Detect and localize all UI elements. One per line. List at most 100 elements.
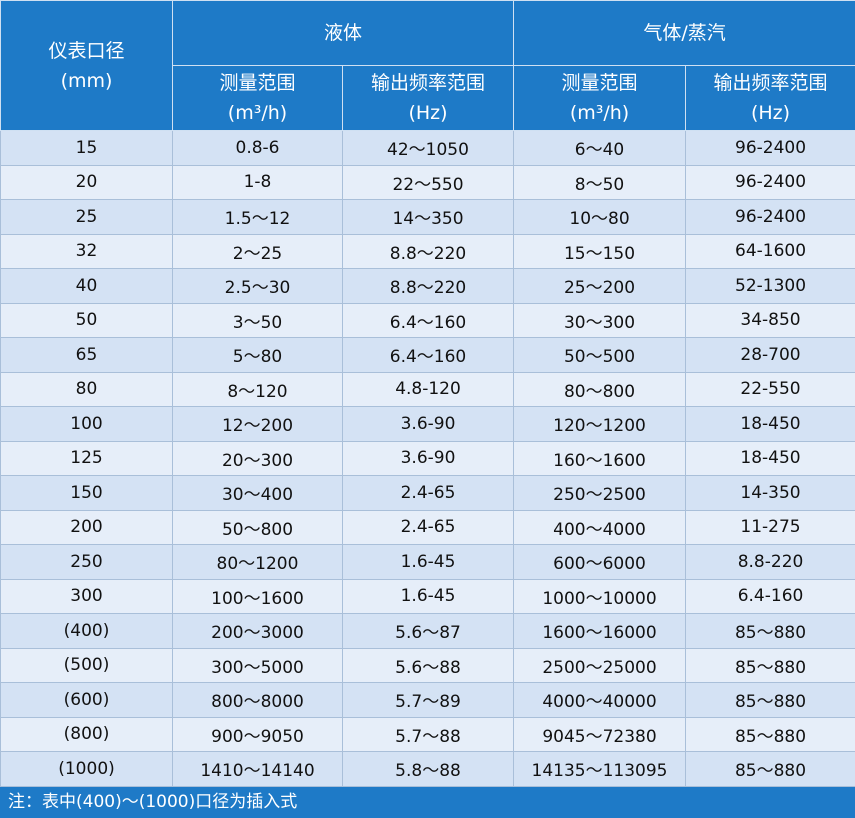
- table-cell: (800): [0, 716, 173, 752]
- table-cell: 15: [0, 130, 173, 166]
- table-row: 40 2.5～30 8.8～220 25～200 52-1300: [0, 268, 855, 304]
- table-row: 15 0.8-6 42～1050 6～40 96-2400: [0, 130, 855, 166]
- table-cell: 85～880: [685, 682, 855, 718]
- table-cell: 400～4000: [513, 509, 687, 545]
- table-cell: 6.4-160: [685, 578, 855, 614]
- table-cell: 85～880: [685, 613, 855, 649]
- header-unit: (mm): [60, 69, 113, 92]
- table-cell: 8.8～220: [341, 268, 515, 304]
- table-cell: 14～350: [341, 199, 515, 235]
- table-row: (600) 800～8000 5.7～89 4000～40000 85～880: [0, 682, 855, 718]
- table-row: 80 8～120 4.8-120 80～800 22-550: [0, 371, 855, 407]
- table-cell: 5.7～88: [341, 716, 515, 752]
- table-cell: 600～6000: [513, 544, 687, 580]
- table-cell: 15～150: [513, 233, 687, 269]
- table-cell: 300～5000: [172, 647, 343, 683]
- table-cell: 28-700: [685, 337, 855, 373]
- table-cell: 5.6～88: [341, 647, 515, 683]
- table-cell: 120～1200: [513, 406, 687, 442]
- table-cell: 65: [0, 337, 173, 373]
- diameter-header: 仪表口径 (mm): [0, 0, 173, 131]
- table-cell: 52-1300: [685, 268, 855, 304]
- table-cell: 30～300: [513, 302, 687, 338]
- footer-note: 注：表中(400)～(1000)口径为插入式: [0, 787, 855, 818]
- table-cell: 1-8: [172, 164, 343, 200]
- table-cell: 5.7～89: [341, 682, 515, 718]
- freq-header: 输出频率范围 (Hz): [341, 65, 515, 131]
- table-cell: 0.8-6: [172, 130, 343, 166]
- table-row: 250 80～1200 1.6-45 600～6000 8.8-220: [0, 544, 855, 580]
- table-cell: 34-850: [685, 302, 855, 338]
- table-cell: 5.6～87: [341, 613, 515, 649]
- table-cell: 3.6-90: [341, 406, 515, 442]
- table-cell: 250～2500: [513, 475, 687, 511]
- table-cell: 1410～14140: [172, 751, 343, 787]
- table-row: (1000) 1410～14140 5.8～88 14135～113095 85～880: [0, 751, 855, 787]
- table-cell: 40: [0, 268, 173, 304]
- gas-header: 气体/蒸汽: [513, 0, 855, 66]
- table-cell: 6.4～160: [341, 337, 515, 373]
- table-cell: 100～1600: [172, 578, 343, 614]
- table-cell: 80: [0, 371, 173, 407]
- table-cell: 32: [0, 233, 173, 269]
- table-row: 150 30～400 2.4-65 250～2500 14-350: [0, 475, 855, 511]
- header-unit: (Hz): [750, 102, 791, 124]
- table-cell: 3.6-90: [341, 440, 515, 476]
- table-row: 50 3～50 6.4～160 30～300 34-850: [0, 302, 855, 338]
- liquid-header: 液体: [171, 0, 515, 66]
- header-text: 测量范围: [219, 72, 296, 94]
- table-cell: 25: [0, 199, 173, 235]
- header-text: 仪表口径: [48, 39, 125, 62]
- table-cell: 160～1600: [513, 440, 687, 476]
- table-cell: 4.8-120: [341, 371, 515, 407]
- table-row: 125 20～300 3.6-90 160～1600 18-450: [0, 440, 855, 476]
- table-cell: 9045～72380: [513, 716, 687, 752]
- table-cell: 50～500: [513, 337, 687, 373]
- table-cell: 8.8-220: [685, 544, 855, 580]
- table-cell: 85～880: [685, 647, 855, 683]
- table-body: 15 0.8-6 42～1050 6～40 96-2400 20 1-8 22～550 8～50…: [0, 130, 855, 787]
- table-cell: 2～25: [172, 233, 343, 269]
- table-cell: 96-2400: [685, 164, 855, 200]
- table-cell: (500): [0, 647, 173, 683]
- header-unit: (m³/h): [227, 102, 288, 124]
- table-cell: 14-350: [685, 475, 855, 511]
- header-text: 测量范围: [561, 72, 638, 94]
- table-cell: 11-275: [685, 509, 855, 545]
- table-cell: 1.6-45: [341, 544, 515, 580]
- table-cell: 6～40: [513, 130, 687, 166]
- table-cell: 20: [0, 164, 173, 200]
- table-cell: 85～880: [685, 751, 855, 787]
- table-row: 200 50～800 2.4-65 400～4000 11-275: [0, 509, 855, 545]
- table-cell: 900～9050: [172, 716, 343, 752]
- table-row: 20 1-8 22～550 8～50 96-2400: [0, 164, 855, 200]
- table-cell: 8.8～220: [341, 233, 515, 269]
- table-cell: 50～800: [172, 509, 343, 545]
- table-cell: 8～120: [172, 371, 343, 407]
- header-text: 输出频率范围: [713, 72, 828, 94]
- table-cell: 5.8～88: [341, 751, 515, 787]
- table-cell: 1600～16000: [513, 613, 687, 649]
- table-cell: 4000～40000: [513, 682, 687, 718]
- table-row: (500) 300～5000 5.6～88 2500～25000 85～880: [0, 647, 855, 683]
- header-unit: (Hz): [408, 102, 448, 124]
- table-cell: (400): [0, 613, 173, 649]
- table-row: 300 100～1600 1.6-45 1000～10000 6.4-160: [0, 578, 855, 614]
- range-header: 测量范围 (m³/h): [172, 65, 343, 131]
- freq-header: 输出频率范围 (Hz): [685, 65, 855, 131]
- table-cell: 250: [0, 544, 173, 580]
- table-cell: 200～3000: [172, 613, 343, 649]
- table-cell: (600): [0, 682, 173, 718]
- header-text: 输出频率范围: [371, 72, 486, 94]
- table-cell: 100: [0, 406, 173, 442]
- table-cell: 96-2400: [685, 130, 855, 166]
- table-cell: (1000): [0, 751, 173, 787]
- table-cell: 12～200: [172, 406, 343, 442]
- table-cell: 2.4-65: [341, 509, 515, 545]
- table-row: 65 5～80 6.4～160 50～500 28-700: [0, 337, 855, 373]
- table-cell: 8～50: [513, 164, 687, 200]
- table-row: 100 12～200 3.6-90 120～1200 18-450: [0, 406, 855, 442]
- table-cell: 30～400: [172, 475, 343, 511]
- table-cell: 1000～10000: [513, 578, 687, 614]
